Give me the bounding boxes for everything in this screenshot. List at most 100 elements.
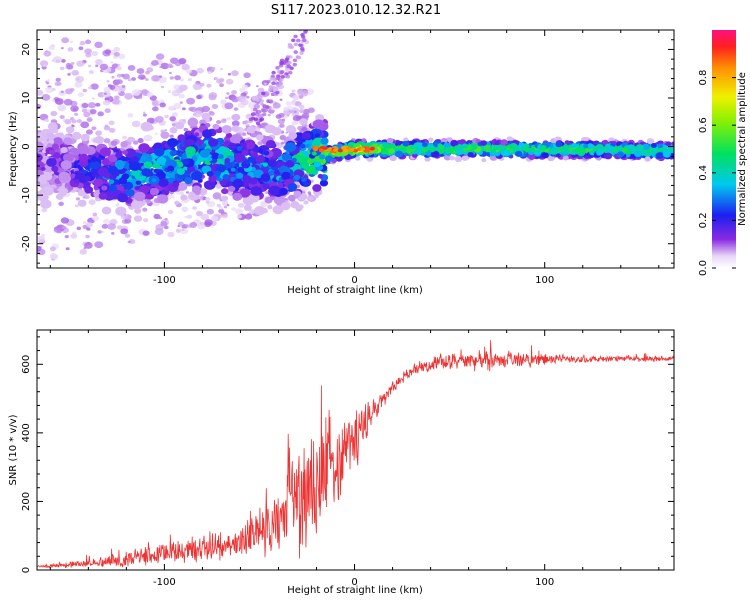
snr-y-ticks: 0 200 400 600 bbox=[21, 336, 674, 573]
heatmap-cell bbox=[562, 155, 569, 161]
colorbar-tick-label: 0.2 bbox=[698, 212, 709, 228]
heatmap-cell bbox=[241, 84, 249, 90]
heatmap-cell bbox=[301, 35, 306, 39]
heatmap-cell bbox=[142, 218, 149, 223]
heatmap-cell bbox=[606, 154, 612, 159]
heatmap-cell bbox=[118, 53, 126, 60]
heatmap-cell bbox=[55, 193, 64, 200]
heatmap-cell bbox=[292, 58, 298, 63]
heatmap-cell bbox=[67, 185, 74, 191]
heatmap-cell bbox=[237, 202, 245, 208]
heatmap-cell bbox=[108, 179, 115, 185]
heatmap-cell bbox=[61, 37, 70, 44]
heatmap-cell bbox=[311, 151, 317, 156]
heatmap-cell bbox=[267, 205, 273, 210]
heatmap-cell bbox=[208, 175, 217, 183]
heatmap-cell bbox=[65, 247, 70, 251]
heatmap-cell bbox=[89, 160, 101, 170]
heatmap-cell bbox=[183, 127, 189, 132]
heatmap-cell bbox=[110, 61, 114, 64]
heatmap-cell bbox=[335, 155, 343, 162]
heatmap-cell bbox=[93, 178, 104, 187]
heatmap-cell bbox=[181, 107, 186, 111]
heatmap-cell bbox=[261, 108, 267, 113]
heatmap-cell bbox=[208, 110, 214, 115]
heatmap-cell bbox=[277, 118, 285, 125]
heatmap-cell bbox=[269, 77, 274, 81]
heatmap-cell bbox=[175, 121, 185, 130]
heatmap-cell bbox=[167, 138, 179, 148]
heatmap-cell bbox=[66, 64, 74, 70]
heatmap-cell bbox=[94, 135, 105, 144]
heatmap-cell bbox=[549, 148, 556, 154]
heatmap-cell bbox=[160, 85, 165, 89]
heatmap-cell bbox=[121, 85, 126, 88]
heatmap-cell bbox=[83, 175, 91, 182]
heatmap-cell bbox=[154, 228, 164, 236]
heatmap-cell bbox=[299, 118, 308, 126]
heatmap-cell bbox=[151, 74, 160, 82]
heatmap-y-tick-label: -20 bbox=[21, 236, 32, 252]
heatmap-cell bbox=[167, 231, 175, 238]
heatmap-cell bbox=[281, 171, 291, 180]
heatmap-cell bbox=[120, 228, 129, 235]
heatmap-cell bbox=[424, 156, 431, 162]
heatmap-cell bbox=[203, 180, 216, 190]
heatmap-cell bbox=[216, 120, 222, 125]
heatmap-cell bbox=[267, 159, 278, 168]
heatmap-cell bbox=[258, 95, 263, 99]
heatmap-cell bbox=[80, 121, 90, 129]
heatmap-cell bbox=[111, 232, 115, 235]
heatmap-cell bbox=[313, 161, 321, 168]
heatmap-cell bbox=[262, 112, 267, 117]
heatmap-cell bbox=[177, 134, 186, 141]
heatmap-cell bbox=[188, 106, 194, 111]
heatmap-cell bbox=[42, 64, 46, 67]
heatmap-cell bbox=[135, 180, 142, 185]
heatmap-cell bbox=[208, 138, 219, 147]
heatmap-cell bbox=[250, 132, 257, 138]
heatmap-cell bbox=[317, 173, 324, 179]
heatmap-cell bbox=[160, 131, 170, 139]
heatmap-cell bbox=[103, 138, 111, 144]
heatmap-cell bbox=[226, 116, 231, 121]
heatmap-cell bbox=[231, 89, 238, 95]
heatmap-cell bbox=[596, 150, 602, 156]
heatmap-cell bbox=[108, 127, 116, 133]
heatmap-cell bbox=[37, 245, 42, 252]
colorbar-tick-label: 0.0 bbox=[698, 260, 709, 276]
heatmap-cell bbox=[101, 230, 105, 234]
heatmap-cell bbox=[208, 94, 217, 101]
heatmap-cell bbox=[111, 98, 120, 105]
heatmap-cell bbox=[445, 146, 452, 153]
heatmap-cell bbox=[187, 78, 193, 82]
heatmap-cell bbox=[70, 233, 78, 239]
heatmap-cell bbox=[187, 117, 199, 127]
heatmap-cell bbox=[181, 63, 190, 71]
heatmap-cell bbox=[74, 204, 79, 208]
heatmap-cell bbox=[454, 155, 463, 163]
heatmap-cell bbox=[103, 125, 111, 131]
heatmap-cell bbox=[191, 185, 202, 194]
heatmap-cell bbox=[389, 154, 397, 162]
heatmap-cell bbox=[39, 60, 49, 67]
heatmap-cell bbox=[63, 137, 73, 145]
heatmap-cell bbox=[60, 90, 64, 94]
heatmap-cell bbox=[263, 150, 270, 156]
heatmap-cell bbox=[449, 155, 455, 161]
heatmap-cell bbox=[275, 66, 280, 70]
heatmap-cell bbox=[142, 111, 146, 114]
heatmap-cell bbox=[501, 149, 511, 157]
heatmap-y-axis-label: Frequency (Hz) bbox=[8, 111, 19, 187]
heatmap-cell bbox=[141, 88, 148, 94]
heatmap-cell bbox=[127, 64, 136, 71]
heatmap-cell bbox=[293, 110, 297, 113]
heatmap-cell bbox=[124, 233, 131, 238]
heatmap-cell bbox=[440, 137, 448, 144]
heatmap-cell bbox=[302, 23, 306, 27]
heatmap-cell bbox=[78, 92, 85, 98]
heatmap-cell bbox=[111, 75, 115, 79]
colorbar-tick-label: 0.4 bbox=[698, 165, 709, 181]
heatmap-cell bbox=[143, 134, 153, 142]
heatmap-cell bbox=[213, 170, 221, 177]
